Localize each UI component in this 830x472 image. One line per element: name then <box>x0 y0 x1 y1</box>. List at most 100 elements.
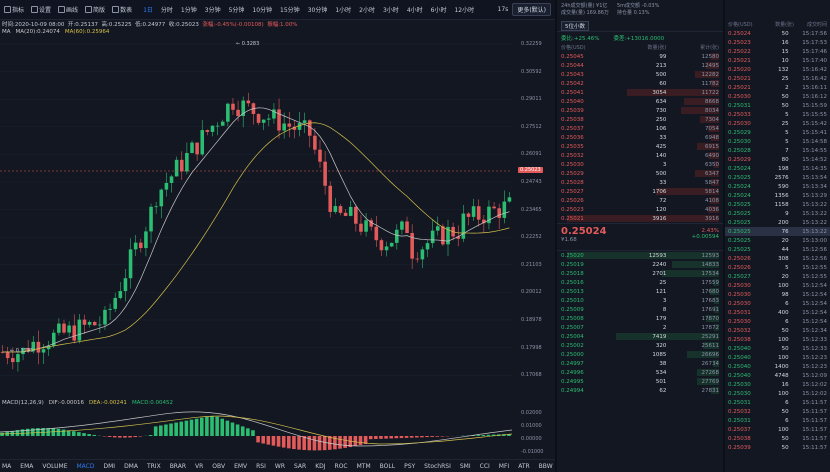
price-tick: 0.23465 <box>521 206 542 213</box>
bid-row[interactable]: 0.24994 62 27831 <box>557 386 723 395</box>
ask-t: 7304 <box>705 116 720 123</box>
indicator-tab-11[interactable]: RSI <box>256 462 266 470</box>
trade-p: 0.25029 <box>728 156 751 163</box>
indicator-tab-24[interactable]: BBW <box>538 462 553 470</box>
ask-row[interactable]: 0.25037 106 7054 <box>557 124 723 133</box>
ask-row[interactable]: 0.25027 1706 5814 <box>557 187 723 196</box>
bid-row[interactable]: 0.25007 2 17872 <box>557 323 723 332</box>
bid-row[interactable]: 0.25010 3 17683 <box>557 296 723 305</box>
indicator-tab-6[interactable]: TRIX <box>146 462 161 470</box>
ma-label[interactable]: MA <box>2 29 11 35</box>
timeframe-0[interactable]: 1日 <box>143 7 153 14</box>
bid-p: 0.25016 <box>561 279 584 286</box>
indicator-tab-20[interactable]: SMI <box>459 462 471 470</box>
indicator-tab-17[interactable]: BOLL <box>379 462 396 470</box>
trade-s: 25 <box>781 75 789 82</box>
timeframe-4[interactable]: 5分钟 <box>228 7 245 14</box>
ask-row[interactable]: 0.25040 634 8668 <box>557 97 723 106</box>
ask-row[interactable]: 0.25038 250 7304 <box>557 115 723 124</box>
timeframe-13[interactable]: 12小时 <box>454 7 475 14</box>
trade-s: 98 <box>781 291 789 298</box>
pair-select[interactable]: 更多(默认) <box>512 3 551 16</box>
macd-bar <box>327 436 332 450</box>
ask-row[interactable]: 0.25021 3916 3916 <box>557 214 723 223</box>
mid-price-usd: ¥1.68 <box>561 237 577 243</box>
timeframe-6[interactable]: 15分钟 <box>280 7 300 14</box>
bid-row[interactable]: 0.25009 8 17691 <box>557 305 723 314</box>
indicator-tab-23[interactable]: ATR <box>518 462 530 470</box>
indicator-tab-12[interactable]: WR <box>274 462 285 470</box>
candle-body <box>72 325 77 341</box>
bid-row[interactable]: 0.25004 7419 25291 <box>557 332 723 341</box>
ask-row[interactable]: 0.25036 33 6948 <box>557 133 723 142</box>
candlestick-chart[interactable]: ← 0.3283 ← 0.1735 <box>0 38 512 395</box>
indicator-tab-7[interactable]: BRAR <box>169 462 187 470</box>
timeframe-5[interactable]: 10分钟 <box>252 7 273 14</box>
tool-3[interactable]: 简版 <box>85 5 105 14</box>
timeframe-9[interactable]: 2小时 <box>359 7 375 14</box>
tool-1[interactable]: 设置 <box>31 5 51 14</box>
macd-chart[interactable] <box>0 406 512 458</box>
indicator-tab-0[interactable]: MA <box>2 462 12 470</box>
timeframe-10[interactable]: 3小时 <box>382 7 399 14</box>
ask-row[interactable]: 0.25028 33 5847 <box>557 178 723 187</box>
indicator-tab-22[interactable]: MFI <box>498 462 510 470</box>
indicator-tab-19[interactable]: StochRSI <box>424 462 451 470</box>
macd-bar <box>471 435 475 436</box>
ask-row[interactable]: 0.25045 99 12580 <box>557 52 723 61</box>
indicator-tab-21[interactable]: CCI <box>479 462 490 470</box>
indicator-tab-1[interactable]: EMA <box>20 462 34 470</box>
ask-row[interactable]: 0.25030 3 6350 <box>557 160 723 169</box>
macd-label[interactable]: MACD(12,26,9) <box>2 399 44 406</box>
ask-row[interactable]: 0.25041 3054 11722 <box>557 88 723 97</box>
indicator-tab-2[interactable]: VOLUME <box>42 462 68 470</box>
bid-row[interactable]: 0.25019 2240 14833 <box>557 260 723 269</box>
indicator-tab-4[interactable]: DMI <box>103 462 116 470</box>
bid-row[interactable]: 0.24997 38 26734 <box>557 359 723 368</box>
timeframe-8[interactable]: 1小时 <box>335 7 352 14</box>
bid-row[interactable]: 0.24995 501 27769 <box>557 377 723 386</box>
bid-row[interactable]: 0.25016 25 17559 <box>557 278 723 287</box>
bid-row[interactable]: 0.25018 2701 17534 <box>557 269 723 278</box>
indicator-tab-5[interactable]: DMA <box>124 462 138 470</box>
bid-row[interactable]: 0.25002 320 25611 <box>557 341 723 350</box>
trade-row: 0.25026 5 15:12:55 <box>725 263 830 272</box>
trade-p: 0.25024 <box>728 165 751 172</box>
bid-row[interactable]: 0.25008 179 17870 <box>557 314 723 323</box>
indicator-tab-14[interactable]: KDJ <box>315 462 326 470</box>
indicator-tab-3[interactable]: MACD <box>76 462 95 470</box>
ask-row[interactable]: 0.25026 72 4108 <box>557 196 723 205</box>
ask-row[interactable]: 0.25039 730 8034 <box>557 106 723 115</box>
timeframe-2[interactable]: 1分钟 <box>180 7 197 14</box>
ask-row[interactable]: 0.25023 120 4036 <box>557 205 723 214</box>
ask-row[interactable]: 0.25042 60 11782 <box>557 79 723 88</box>
bid-row[interactable]: 0.25013 121 17680 <box>557 287 723 296</box>
ask-row[interactable]: 0.25035 425 6915 <box>557 142 723 151</box>
tool-2[interactable]: 画线 <box>58 5 78 14</box>
ask-row[interactable]: 0.25032 140 6490 <box>557 151 723 160</box>
ask-row[interactable]: 0.25044 213 12495 <box>557 61 723 70</box>
timeframe-11[interactable]: 4小时 <box>406 7 423 14</box>
indicator-tab-13[interactable]: SAR <box>294 462 307 470</box>
ask-row[interactable]: 0.25043 500 12282 <box>557 70 723 79</box>
bid-row[interactable]: 0.25020 12593 12593 <box>557 251 723 260</box>
tool-0[interactable]: 指标 <box>4 5 24 14</box>
timeframe-1[interactable]: 分时 <box>160 7 173 14</box>
ask-row[interactable]: 0.25029 500 6347 <box>557 169 723 178</box>
indicator-tab-9[interactable]: OBV <box>212 462 226 470</box>
bid-row[interactable]: 0.25000 1085 26696 <box>557 350 723 359</box>
timeframe-7[interactable]: 30分钟 <box>307 7 328 14</box>
bid-row[interactable]: 0.24996 534 27268 <box>557 368 723 377</box>
indicator-tab-15[interactable]: ROC <box>334 462 348 470</box>
depth-select[interactable]: 5位小数 <box>561 20 589 31</box>
ask-p: 0.25028 <box>561 179 584 186</box>
indicator-tab-18[interactable]: PSY <box>404 462 416 470</box>
indicator-tab-10[interactable]: EMV <box>234 462 248 470</box>
indicator-tab-8[interactable]: VR <box>195 462 204 470</box>
tool-4[interactable]: 数表 <box>112 5 132 14</box>
indicator-tab-16[interactable]: MTM <box>356 462 371 470</box>
timeframe-3[interactable]: 3分钟 <box>204 7 221 14</box>
timeframe-12[interactable]: 6小时 <box>430 7 447 14</box>
macd-bar <box>491 434 496 436</box>
macd-bar <box>36 428 40 436</box>
